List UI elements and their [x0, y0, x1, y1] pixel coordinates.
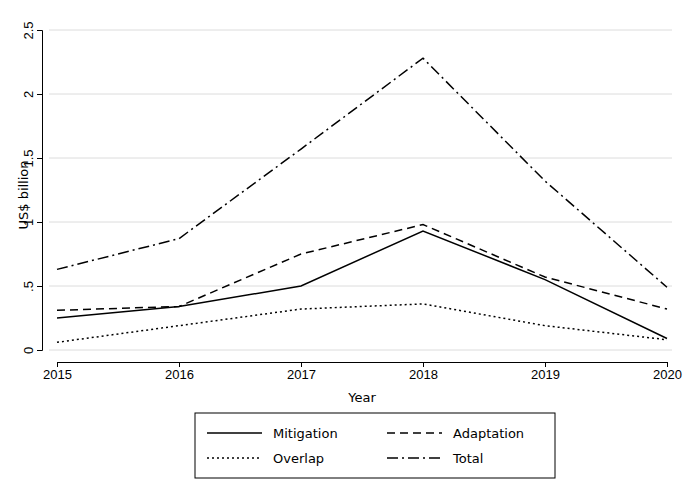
x-tick-label: 2020	[653, 367, 682, 382]
lines	[57, 58, 667, 342]
legend-label: Mitigation	[273, 426, 338, 441]
x-tick: 2015	[43, 362, 72, 382]
y-tick: 0	[21, 347, 42, 354]
legend-swatch	[387, 457, 442, 459]
chart: 0.511.522.5201520162017201820192020US$ b…	[0, 0, 685, 497]
x-tick: 2019	[531, 362, 560, 382]
y-tick: 2.5	[21, 21, 42, 39]
x-tick-label: 2015	[43, 367, 72, 382]
x-axis-line	[58, 363, 668, 368]
x-tick: 2020	[653, 362, 682, 382]
grid-line	[49, 222, 672, 223]
series-line	[57, 225, 667, 311]
y-tick-label: 2.5	[21, 21, 36, 39]
legend-swatch	[207, 457, 262, 459]
x-tick: 2017	[287, 362, 316, 382]
legend-label: Adaptation	[453, 426, 524, 441]
y-tick: .5	[21, 281, 42, 292]
legend-swatch	[207, 432, 262, 434]
x-tick-label: 2017	[287, 367, 316, 382]
grid	[49, 30, 672, 350]
grid-line	[49, 94, 672, 95]
legend-swatch	[387, 432, 442, 434]
x-axis-title: Year	[347, 390, 376, 405]
x-tick-label: 2019	[531, 367, 560, 382]
legend-label: Total	[452, 451, 483, 466]
series-line	[57, 58, 667, 287]
grid-line	[49, 158, 672, 159]
x-tick-label: 2016	[165, 367, 194, 382]
y-tick-mark	[37, 158, 42, 159]
x-tick: 2018	[409, 362, 438, 382]
y-tick-mark	[37, 94, 42, 95]
grid-line	[49, 30, 672, 31]
y-tick-mark	[37, 350, 42, 351]
y-tick-mark	[37, 30, 42, 31]
legend: Mitigation Adaptation Overlap Total	[195, 413, 555, 478]
legend-label: Overlap	[273, 451, 324, 466]
grid-line	[49, 350, 672, 351]
y-tick-mark	[37, 286, 42, 287]
x-tick: 2016	[165, 362, 194, 382]
y-tick-label: 0	[21, 347, 36, 354]
y-tick: 2	[21, 91, 42, 98]
y-tick-label: 2	[21, 91, 36, 98]
y-axis-line	[37, 31, 43, 351]
background	[0, 0, 685, 497]
x-tick-label: 2018	[409, 367, 438, 382]
series-line	[57, 304, 667, 342]
y-axis-title: US$ billion	[16, 160, 31, 229]
y-tick-mark	[37, 222, 42, 223]
y-tick-label: .5	[21, 281, 36, 292]
x-axis: 2015 2016 2017 2018 2019 2020	[43, 362, 682, 382]
legend-box	[195, 413, 555, 478]
